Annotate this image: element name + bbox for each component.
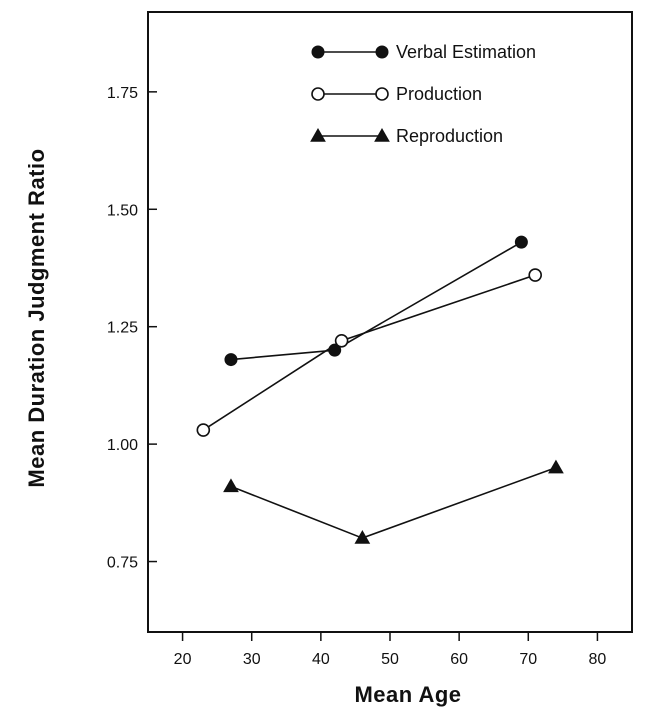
- legend-item: Production: [311, 84, 482, 104]
- legend-marker: [311, 87, 325, 101]
- legend-marker: [375, 45, 389, 59]
- data-point: [548, 459, 564, 474]
- series-reproduction: [223, 459, 564, 544]
- plot-frame: [147, 11, 633, 633]
- series-line: [202, 274, 536, 431]
- series-line: [230, 241, 522, 361]
- legend-marker: [311, 45, 325, 59]
- legend-item: Reproduction: [310, 126, 503, 146]
- x-tick-label: 60: [450, 651, 468, 668]
- x-tick-label: 50: [381, 651, 399, 668]
- x-tick-label: 20: [174, 651, 192, 668]
- y-axis-ticks: 0.75 1.00 1.25 1.50 1.75: [107, 85, 157, 572]
- x-tick-label: 40: [312, 651, 330, 668]
- y-tick-label: 1.75: [107, 85, 138, 102]
- x-tick-label: 30: [243, 651, 261, 668]
- data-point: [354, 530, 371, 544]
- y-tick-label: 1.00: [107, 437, 138, 454]
- y-tick-label: 0.75: [107, 555, 138, 572]
- x-tick-label: 70: [519, 651, 537, 668]
- legend-marker: [374, 127, 390, 142]
- legend-marker: [310, 127, 326, 142]
- x-tick-label: 80: [589, 651, 607, 668]
- legend-label: Reproduction: [396, 126, 503, 146]
- data-point: [196, 423, 211, 437]
- x-axis-title: Mean Age: [354, 682, 461, 707]
- y-axis-title: Mean Duration Judgment Ratio: [24, 148, 49, 487]
- data-point: [223, 478, 239, 493]
- legend: Verbal Estimation Production Reproduction: [310, 42, 536, 146]
- x-axis-ticks: 20 30 40 50 60 70 80: [174, 632, 607, 668]
- data-point: [514, 235, 528, 249]
- series-production: [196, 268, 543, 437]
- series-verbal-estimation: [224, 235, 528, 367]
- legend-marker: [375, 87, 389, 101]
- series-line: [230, 466, 557, 539]
- legend-label: Verbal Estimation: [396, 42, 536, 62]
- legend-item: Verbal Estimation: [311, 42, 536, 62]
- y-tick-label: 1.25: [107, 320, 138, 337]
- legend-label: Production: [396, 84, 482, 104]
- data-point: [334, 333, 349, 348]
- data-point: [528, 268, 543, 282]
- y-tick-label: 1.50: [107, 202, 138, 219]
- series-layer: [196, 235, 564, 544]
- axes: [147, 11, 633, 633]
- data-point: [224, 353, 238, 367]
